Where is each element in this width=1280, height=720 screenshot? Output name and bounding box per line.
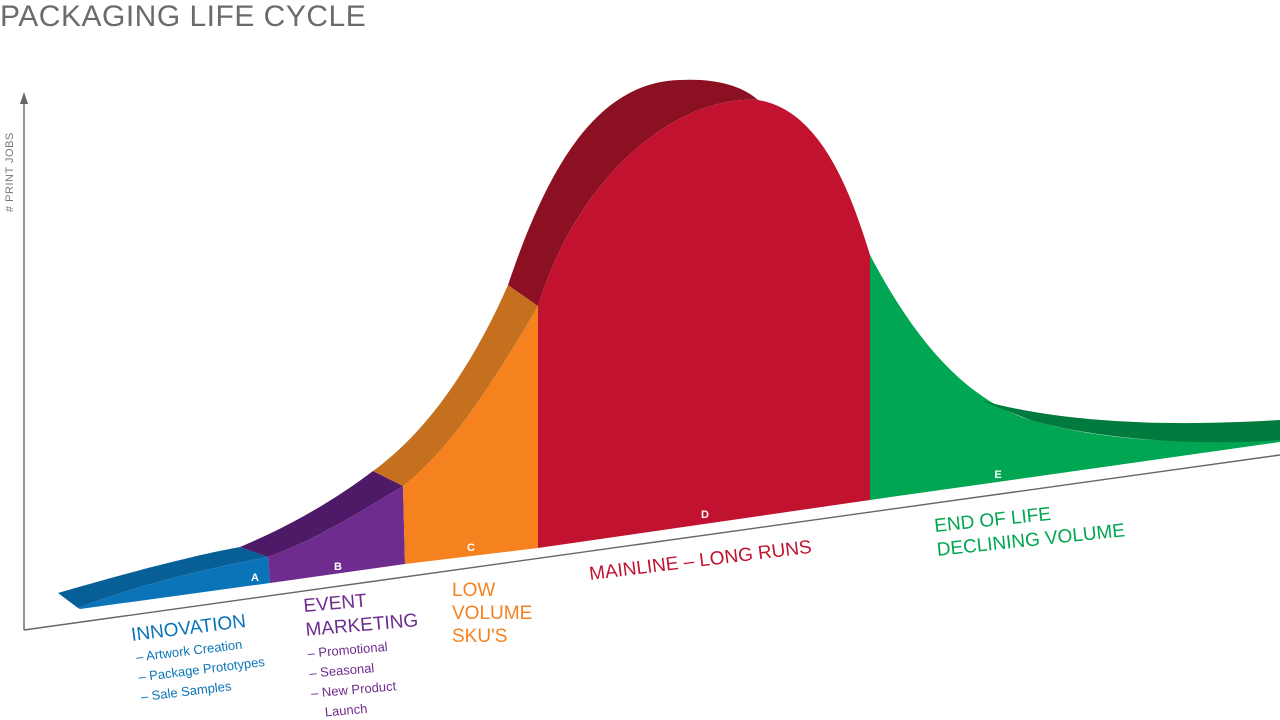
segment-e-end-of-life — [870, 255, 1280, 500]
segment-letter-d: D — [701, 509, 709, 521]
end-of-life-label: END OF LIFE DECLINING VOLUME — [933, 504, 1126, 561]
event-marketing-item: – Promotional — [307, 639, 388, 661]
segment-a-top — [58, 547, 268, 608]
segment-c-front — [403, 306, 538, 564]
event-marketing-title-line: EVENT — [303, 591, 368, 617]
axes: # PRINT JOBS — [4, 92, 1280, 631]
event-marketing-label: EVENT MARKETING – Promotional – Seasonal… — [303, 591, 419, 720]
low-volume-title-line: VOLUME — [452, 603, 532, 624]
segment-d-top — [508, 79, 758, 306]
event-marketing-item: – Seasonal — [309, 660, 375, 681]
low-volume-title-line: LOW — [452, 580, 495, 601]
segment-b-front — [268, 486, 405, 583]
segment-e-front — [870, 255, 1280, 500]
segment-b-event-marketing — [240, 471, 405, 583]
segment-a-front — [78, 557, 270, 609]
segment-c-low-volume — [373, 285, 538, 564]
segment-e-top — [980, 400, 1280, 443]
segment-b-top — [240, 471, 403, 557]
segment-c-top — [373, 285, 538, 486]
segment-letter-e: E — [994, 469, 1001, 481]
innovation-label: INNOVATION – Artwork Creation – Package … — [130, 611, 266, 704]
segment-letter-c: C — [467, 542, 475, 554]
event-marketing-item: – New Product — [310, 678, 397, 700]
page-title: PACKAGING LIFE CYCLE — [0, 0, 367, 33]
event-marketing-item: Launch — [324, 701, 368, 720]
segment-d-mainline — [508, 79, 870, 548]
segment-a-innovation — [58, 547, 270, 609]
y-axis-arrow-icon — [20, 92, 28, 104]
segment-d-front — [538, 99, 870, 548]
y-axis-label: # PRINT JOBS — [4, 132, 16, 212]
mainline-label: MAINLINE – LONG RUNS — [588, 537, 813, 585]
segment-letter-b: B — [334, 561, 342, 573]
segment-letter-a: A — [251, 572, 259, 584]
low-volume-label: LOW VOLUME SKU'S — [452, 580, 532, 647]
low-volume-title-line: SKU'S — [452, 626, 507, 647]
segment-letters: A B C D E — [251, 469, 1002, 584]
x-axis — [23, 454, 1280, 631]
